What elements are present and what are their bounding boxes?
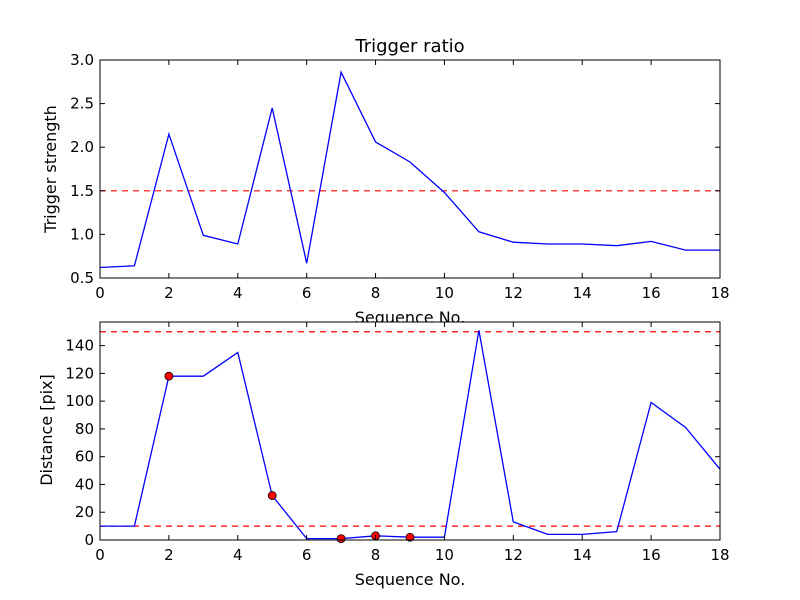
x-tick-label: 2 <box>164 546 174 564</box>
axes-frame <box>99 321 721 541</box>
y-tick-label: 60 <box>75 448 94 466</box>
y-ticks: 0 20 40 60 80 100 120 140 <box>65 337 720 549</box>
y-tick-label: 1.5 <box>70 182 94 200</box>
data-point-marker <box>164 371 174 381</box>
axes-frame <box>99 59 721 279</box>
chart-title: Trigger ratio <box>354 36 464 57</box>
y-ticks: 0.5 1.0 1.5 2.0 2.5 3.0 <box>70 51 720 287</box>
series-line <box>99 70 720 269</box>
x-tick-label: 10 <box>435 546 454 564</box>
x-ticks: 0 2 4 6 8 10 12 14 16 18 <box>95 322 730 564</box>
distance-chart: 0 2 4 6 8 10 12 14 16 18 0 20 40 60 80 100 120 140 Seque… <box>37 321 730 589</box>
x-tick-label: 6 <box>302 284 312 302</box>
x-tick-label: 16 <box>642 284 661 302</box>
y-tick-label: 120 <box>65 364 94 382</box>
x-tick-label: 18 <box>710 284 729 302</box>
x-tick-label: 12 <box>504 546 523 564</box>
hlines <box>100 331 720 527</box>
x-tick-label: 14 <box>573 546 592 564</box>
x-tick-label: 8 <box>371 546 381 564</box>
x-tick-label: 14 <box>573 284 592 302</box>
data-point-marker <box>267 491 277 500</box>
x-tick-label: 6 <box>302 546 312 564</box>
y-tick-label: 100 <box>65 392 94 410</box>
y-tick-label: 1.0 <box>70 225 94 243</box>
x-tick-label: 16 <box>642 546 661 564</box>
y-tick-label: 2.5 <box>70 95 94 113</box>
x-tick-label: 18 <box>710 546 729 564</box>
y-tick-label: 80 <box>75 420 94 438</box>
data-point-marker <box>336 534 346 544</box>
data-point-marker <box>405 532 415 542</box>
trigger-ratio-chart: Trigger ratio 0 2 4 6 8 10 12 14 16 18 0.5 1.0 1.5 2… <box>41 36 730 327</box>
plot-area <box>100 322 720 540</box>
y-tick-label: 20 <box>75 503 94 521</box>
y-tick-label: 0.5 <box>70 269 94 287</box>
x-tick-label: 12 <box>504 284 523 302</box>
y-axis-label: Distance [pix] <box>37 374 56 486</box>
y-tick-label: 0 <box>84 531 94 549</box>
x-tick-label: 2 <box>164 284 174 302</box>
x-tick-label: 0 <box>95 546 105 564</box>
y-tick-label: 140 <box>65 337 94 355</box>
plot-area <box>100 60 720 278</box>
x-tick-label: 8 <box>371 284 381 302</box>
y-tick-label: 40 <box>75 475 94 493</box>
y-tick-label: 3.0 <box>70 51 94 69</box>
y-axis-label: Trigger strength <box>41 105 60 234</box>
x-axis-label: Sequence No. <box>355 570 466 589</box>
series-lines <box>99 70 720 269</box>
x-ticks: 0 2 4 6 8 10 12 14 16 18 <box>95 60 730 302</box>
y-tick-label: 2.0 <box>70 138 94 156</box>
x-tick-label: 4 <box>233 546 243 564</box>
x-tick-label: 0 <box>95 284 105 302</box>
x-tick-label: 4 <box>233 284 243 302</box>
x-tick-label: 10 <box>435 284 454 302</box>
